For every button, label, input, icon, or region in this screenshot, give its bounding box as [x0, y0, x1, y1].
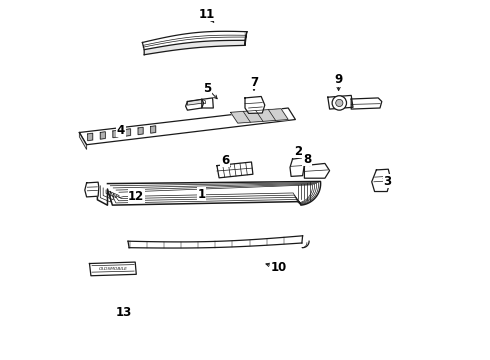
- Circle shape: [336, 99, 343, 107]
- Text: 12: 12: [128, 190, 145, 203]
- Text: 4: 4: [117, 124, 125, 137]
- Polygon shape: [113, 130, 118, 138]
- Text: 5: 5: [203, 82, 211, 95]
- Text: 7: 7: [250, 76, 258, 89]
- Polygon shape: [328, 95, 353, 109]
- Polygon shape: [231, 109, 288, 123]
- Polygon shape: [128, 236, 303, 248]
- Polygon shape: [304, 163, 330, 178]
- Polygon shape: [138, 127, 143, 135]
- Polygon shape: [186, 99, 204, 110]
- Text: 1: 1: [198, 188, 206, 201]
- Polygon shape: [290, 158, 304, 176]
- Text: 3: 3: [383, 175, 391, 188]
- Polygon shape: [151, 126, 156, 133]
- Text: 11: 11: [199, 8, 215, 21]
- Text: 13: 13: [116, 306, 132, 319]
- Polygon shape: [79, 132, 87, 149]
- Polygon shape: [100, 132, 105, 139]
- Text: 10: 10: [271, 261, 287, 274]
- Text: 8: 8: [303, 153, 311, 166]
- Polygon shape: [202, 98, 213, 108]
- Polygon shape: [98, 181, 320, 205]
- Polygon shape: [88, 133, 93, 141]
- Polygon shape: [90, 262, 136, 276]
- Text: 6: 6: [221, 154, 229, 167]
- Polygon shape: [187, 99, 205, 105]
- Polygon shape: [372, 169, 391, 192]
- Text: 9: 9: [335, 73, 343, 86]
- Polygon shape: [245, 32, 247, 45]
- Text: 2: 2: [294, 145, 302, 158]
- Polygon shape: [245, 96, 265, 113]
- Polygon shape: [217, 162, 253, 178]
- Polygon shape: [144, 40, 245, 55]
- Circle shape: [332, 96, 346, 110]
- Polygon shape: [79, 108, 295, 145]
- Polygon shape: [143, 31, 247, 50]
- Text: OLDSMOBILE: OLDSMOBILE: [98, 266, 127, 271]
- Polygon shape: [125, 129, 130, 136]
- Polygon shape: [85, 182, 99, 197]
- Polygon shape: [351, 98, 382, 109]
